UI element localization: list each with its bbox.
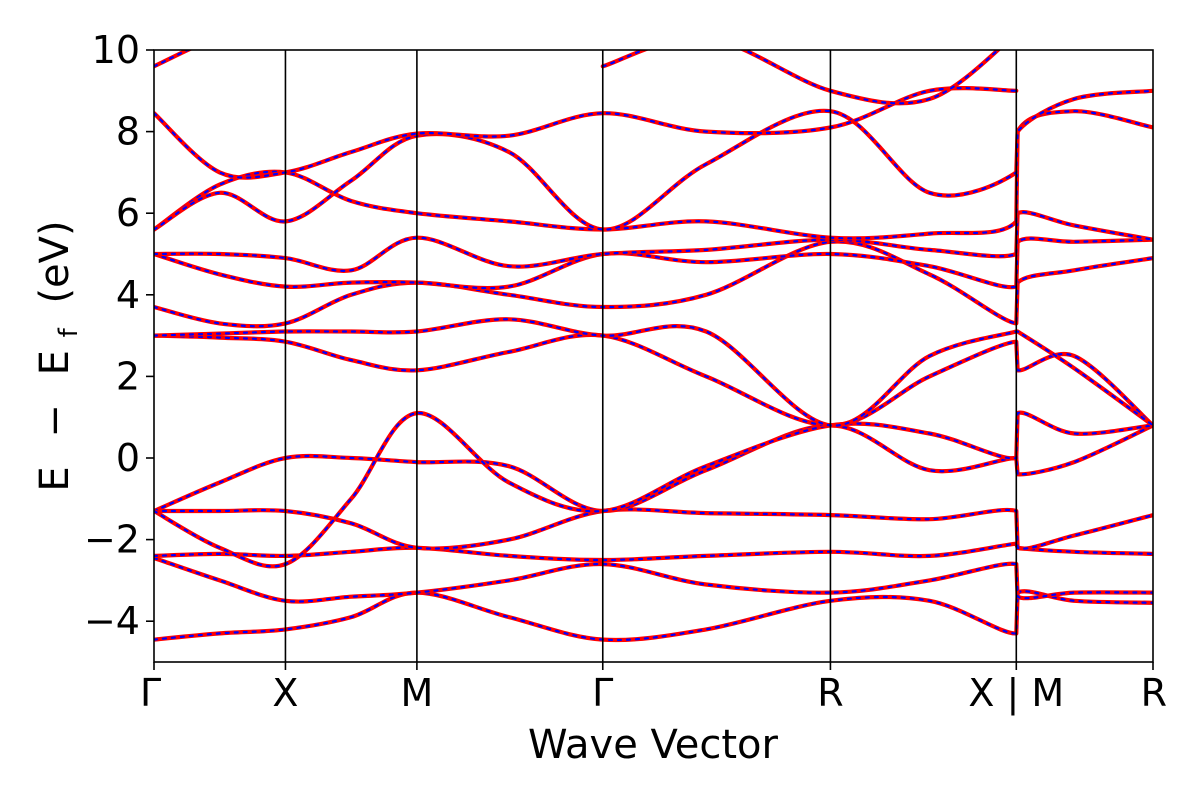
- y-tick-label-5: 6: [116, 191, 140, 235]
- band-2-blue: [154, 542, 1153, 562]
- band-8-blue: [154, 240, 1153, 328]
- band-10-blue: [154, 211, 1153, 272]
- y-axis-label-unit: (eV): [32, 220, 78, 303]
- y-tick-label-3: 2: [116, 354, 140, 398]
- x-tick-label-1: X: [272, 671, 298, 715]
- y-tick-label-1: −2: [84, 518, 140, 562]
- band-15-blue: [601, 50, 1000, 105]
- band-11-red: [154, 109, 1153, 241]
- band-10-red: [154, 210, 1153, 273]
- band-4-blue: [154, 424, 1153, 513]
- band-1-blue: [154, 556, 1153, 603]
- band-6-red: [154, 332, 1153, 428]
- x-axis-label: Wave Vector: [528, 722, 779, 768]
- y-axis-label-minus: −: [32, 404, 78, 438]
- band-12-red: [154, 88, 1153, 232]
- plot-frame: [153, 49, 1154, 663]
- y-axis-label: E − E f (eV): [32, 220, 87, 491]
- band-13-blue: [154, 87, 1018, 179]
- x-tick-label-4: R: [817, 671, 843, 715]
- band-0-red: [154, 589, 1153, 643]
- y-axis-label-ef: E: [32, 350, 78, 375]
- x-tick-label-5: X | M: [968, 671, 1064, 716]
- x-tick-label-0: Γ: [140, 671, 161, 715]
- y-tick-label-2: 0: [116, 436, 140, 480]
- band-5-red: [154, 410, 1153, 569]
- band-6-blue: [154, 333, 1153, 427]
- y-tick-label-0: −4: [84, 599, 140, 643]
- band-7-red: [154, 317, 1153, 428]
- bands: [154, 50, 1153, 643]
- x-tick-label-6: R: [1141, 671, 1167, 715]
- band-5-blue: [154, 411, 1153, 568]
- band-12-blue: [154, 89, 1153, 231]
- band-11-blue: [154, 110, 1153, 240]
- y-tick-label-4: 4: [116, 273, 140, 317]
- band-4-red: [154, 423, 1153, 514]
- high-symmetry-lines: [284, 50, 1018, 662]
- y-tick-label-6: 8: [116, 110, 140, 154]
- band-15-red: [600, 50, 1001, 106]
- band-0-blue: [154, 590, 1153, 642]
- band-3-red: [154, 507, 1153, 551]
- x-tick-label-2: M: [400, 671, 433, 715]
- y-axis-label-e: E: [32, 466, 78, 491]
- y-axis-ticks: −4 −2 0 2 4 6 8 10: [84, 28, 154, 643]
- x-tick-label-3: Γ: [592, 671, 613, 715]
- band-9-blue: [154, 237, 1153, 290]
- x-axis-ticks: Γ X M Γ R X | M R: [140, 662, 1167, 716]
- y-tick-label-7: 10: [92, 28, 140, 72]
- y-axis-label-sub: f: [54, 327, 84, 337]
